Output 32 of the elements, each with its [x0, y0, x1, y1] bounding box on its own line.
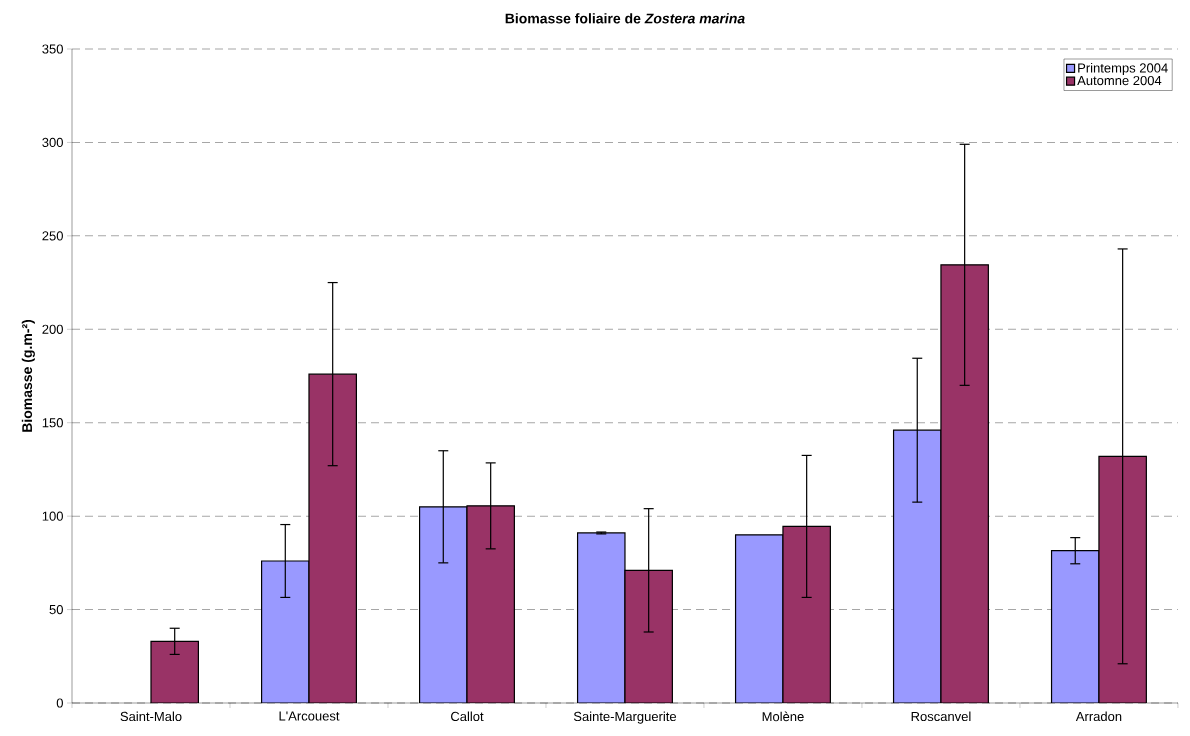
- bar: [734, 534, 784, 703]
- y-tick-label: 150: [42, 418, 63, 428]
- y-tick-label: 200: [42, 324, 63, 334]
- bar: [892, 429, 942, 703]
- y-tick-label: 300: [42, 137, 63, 148]
- y-tick-label: 0: [56, 698, 63, 708]
- x-tick-label: Saint-Malo: [120, 711, 182, 722]
- chart-title: Biomasse foliaire de Zostera marina: [505, 13, 745, 24]
- bar: [308, 373, 357, 703]
- y-tick-label: 250: [42, 231, 63, 241]
- y-tick-label: 50: [49, 604, 63, 615]
- x-tick-label: Roscanvel: [911, 711, 971, 722]
- bar: [418, 506, 468, 703]
- bar: [466, 505, 515, 703]
- bar: [782, 525, 831, 703]
- bar: [1098, 455, 1147, 703]
- y-tick-label: 350: [42, 44, 63, 54]
- y-tick-label: 100: [42, 511, 63, 521]
- bar: [624, 569, 673, 703]
- legend-label: Automne 2004: [1077, 75, 1162, 86]
- bar: [260, 560, 310, 703]
- x-tick-label: Molène: [762, 711, 804, 722]
- x-tick-label: L'Arcouest: [279, 711, 340, 721]
- bar: [576, 532, 626, 703]
- x-tick-label: Sainte-Marguerite: [573, 711, 677, 724]
- legend-label: Printemps 2004: [1078, 63, 1168, 76]
- x-tick-label: Arradon: [1075, 711, 1122, 722]
- y-axis-title: Biomasse (g.m-²): [21, 319, 35, 432]
- x-tick-label: Callot: [451, 711, 484, 722]
- bar: [940, 264, 989, 703]
- bar: [1050, 550, 1100, 703]
- bar: [150, 640, 199, 703]
